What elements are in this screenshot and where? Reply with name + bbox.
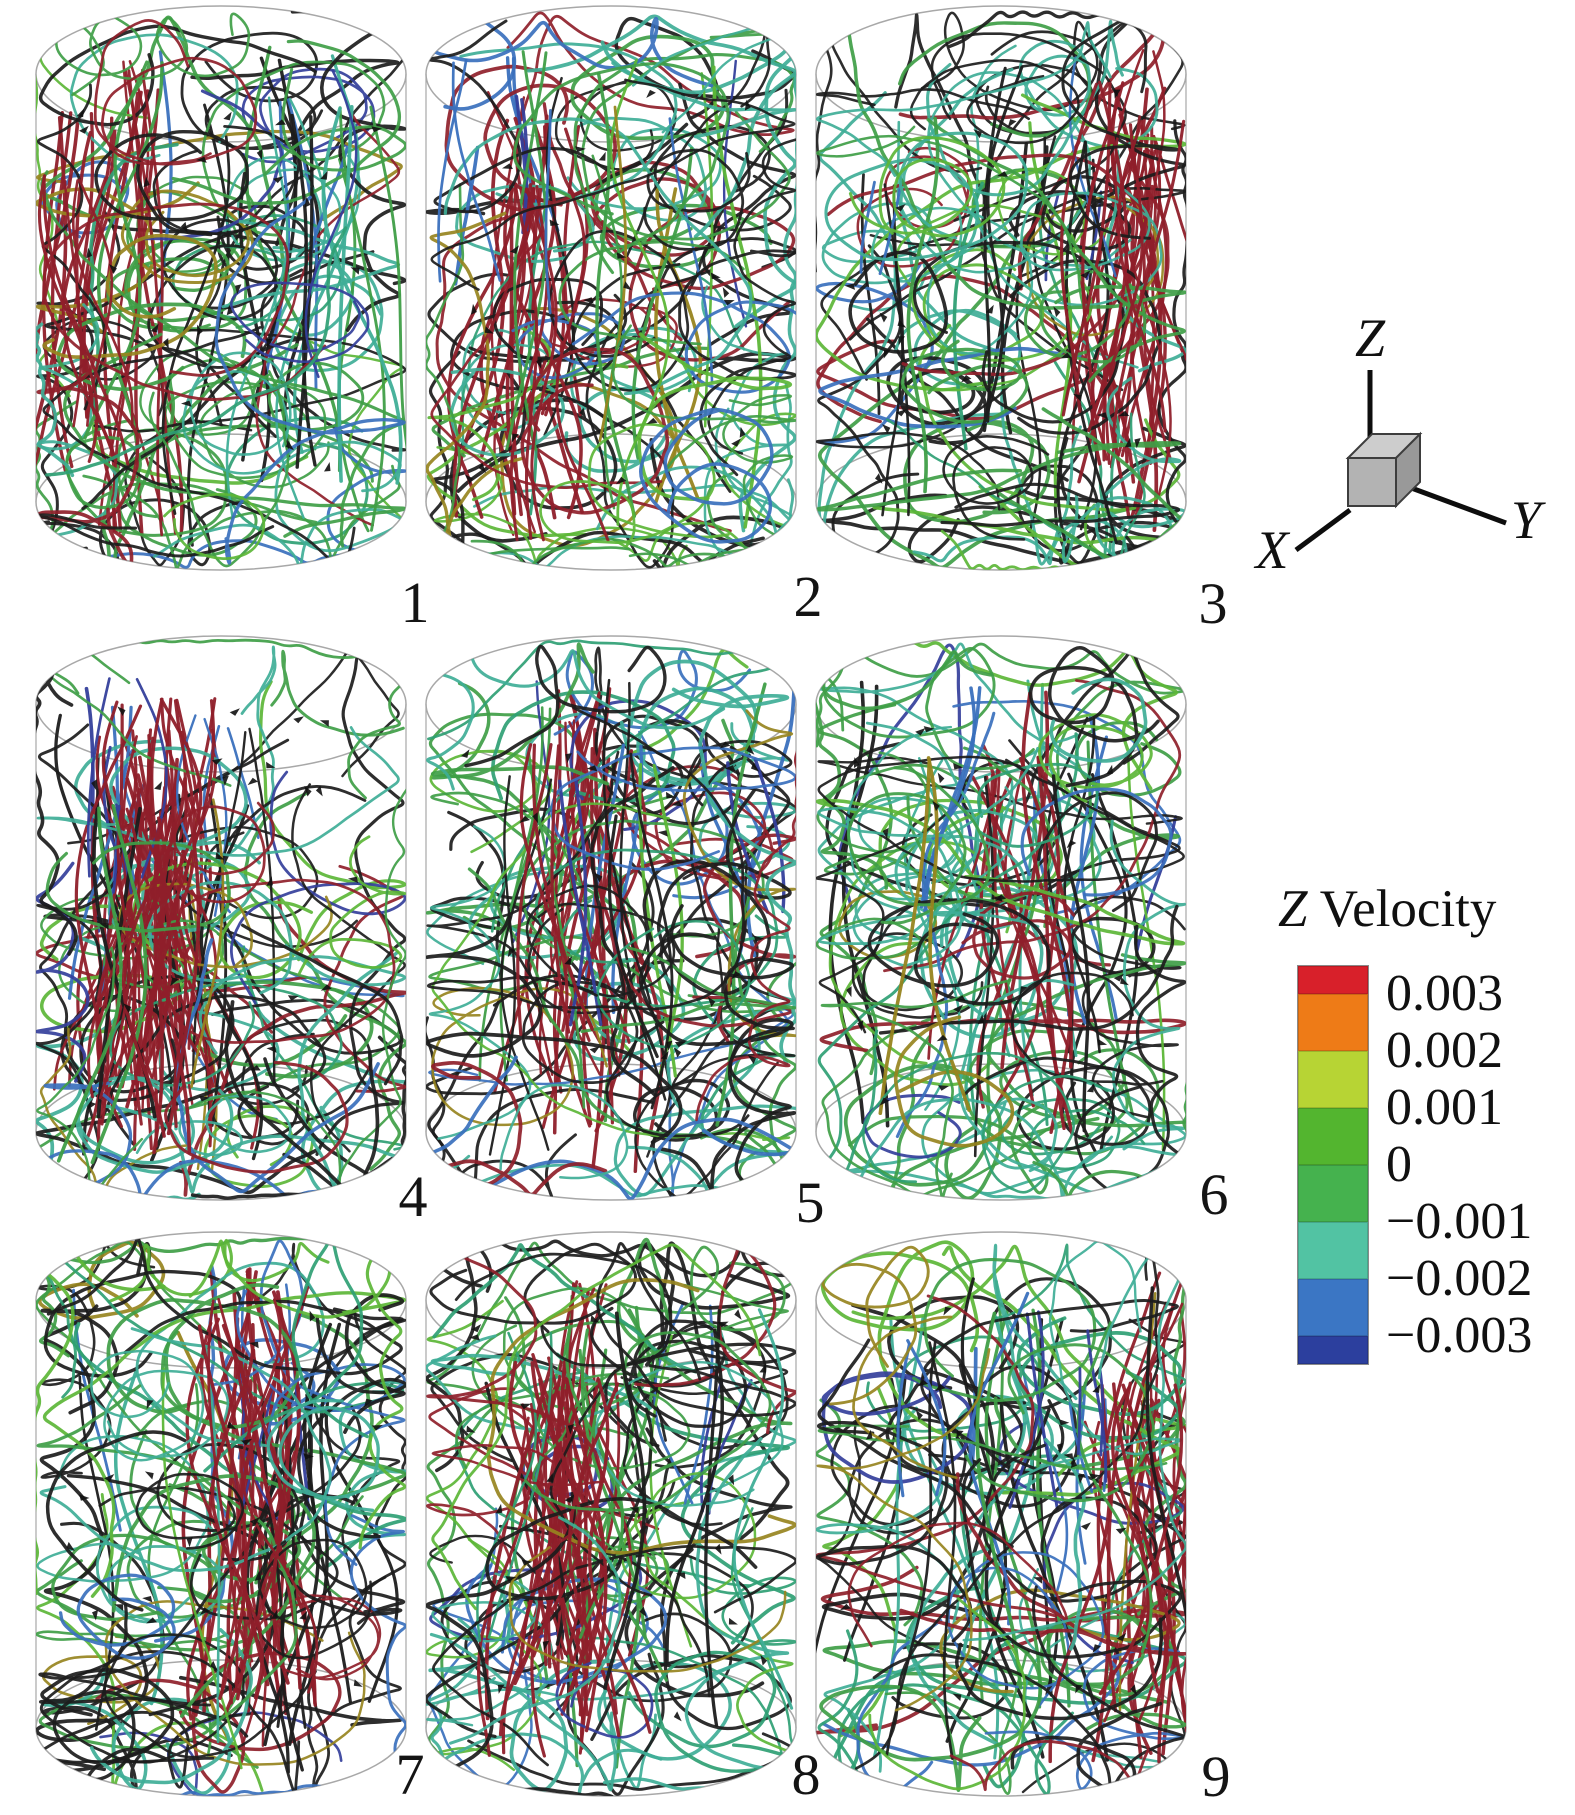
panel-number-9: 9 [1201,1744,1231,1809]
z-axis-label: Z [1355,308,1386,368]
colorbar-band [1298,1336,1368,1364]
colorbar-tick-label: 0 [1386,1136,1412,1193]
colorbar-band [1298,994,1368,1051]
x-axis-label: X [1254,520,1291,580]
panel-number-5: 5 [795,1170,825,1235]
panel-9 [808,1228,1194,1803]
colorbar-band [1298,1165,1368,1222]
panel-number-1: 1 [400,570,430,635]
legend-title: Z Velocity [1278,880,1538,938]
panel-number-7: 7 [395,1742,425,1807]
panel-5 [418,632,804,1207]
panel-number-3: 3 [1198,571,1228,636]
colorbar-band [1298,966,1368,994]
colorbar-tick-label: −0.001 [1386,1193,1533,1250]
origin-cube-icon [1345,431,1423,509]
panel-4 [28,632,414,1207]
panel-8 [418,1228,804,1803]
panel-1 [28,2,414,577]
streamlines-cylinder-3 [815,5,1187,571]
streamlines-cylinder-2 [425,5,797,571]
y-axis-line [1405,483,1507,526]
colorbar-band [1298,1051,1368,1108]
colorbar-ticks: 0.003 0.002 0.001 0 −0.001 −0.002 −0.003 [1386,966,1571,1364]
streamlines-cylinder-5 [425,635,797,1201]
streamlines-cylinder-9 [815,1231,1187,1797]
panel-number-2: 2 [793,564,823,629]
streamlines-cylinder-7 [35,1231,407,1797]
colorbar-band [1298,1279,1368,1336]
panel-3 [808,2,1194,577]
panel-number-8: 8 [791,1742,821,1807]
colorbar-tick-label: −0.002 [1386,1250,1533,1307]
x-axis-line [1294,507,1352,553]
colorbar [1298,966,1368,1364]
panel-7 [28,1228,414,1803]
panel-number-6: 6 [1199,1162,1229,1227]
y-axis-label: Y [1511,490,1546,550]
panel-6 [808,632,1194,1207]
streamlines-cylinder-4 [35,635,407,1201]
panel-2 [418,2,804,577]
axis-triad: Z Y X [1254,308,1546,580]
streamlines-cylinder-8 [425,1231,797,1797]
panel-number-4: 4 [398,1164,428,1229]
colorbar-tick-label: 0.002 [1386,1022,1503,1079]
legend-title-rest: Velocity [1307,880,1497,938]
colorbar-band [1298,1222,1368,1279]
colorbar-tick-label: 0.001 [1386,1079,1503,1136]
colorbar-band [1298,1108,1368,1165]
legend-title-variable: Z [1278,880,1308,938]
colorbar-tick-label: 0.003 [1386,965,1503,1022]
streamlines-cylinder-6 [815,635,1187,1201]
streamlines-cylinder-1 [35,5,407,571]
colorbar-tick-label: −0.003 [1386,1307,1533,1364]
